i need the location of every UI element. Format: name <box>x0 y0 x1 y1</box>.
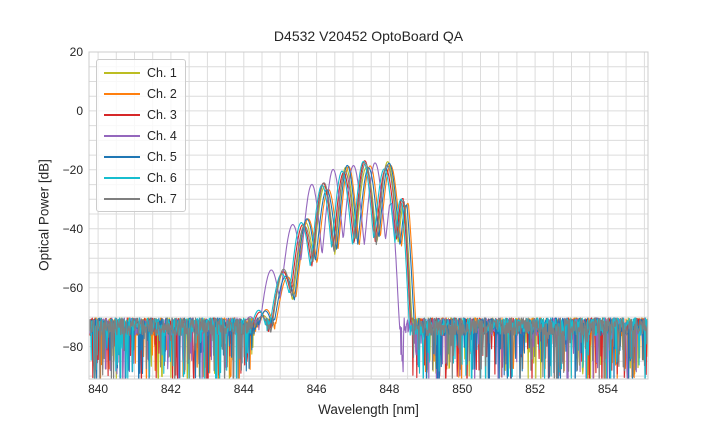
y-tick-label: 0 <box>76 104 83 118</box>
plot-border <box>88 51 649 380</box>
legend-line-swatch <box>104 71 140 74</box>
series-group <box>89 160 648 379</box>
legend-item-ch-4: Ch. 4 <box>97 125 185 146</box>
y-tick-label: −40 <box>63 222 84 236</box>
legend-item-label: Ch. 4 <box>147 128 177 143</box>
x-tick-label: 846 <box>307 382 327 396</box>
legend-line-swatch <box>104 113 140 116</box>
legend-line-swatch <box>104 155 140 158</box>
legend-item-label: Ch. 1 <box>147 65 177 80</box>
legend-item-ch-1: Ch. 1 <box>97 62 185 83</box>
legend-item-ch-3: Ch. 3 <box>97 104 185 125</box>
legend-item-ch-7: Ch. 7 <box>97 188 185 209</box>
x-tick-label: 848 <box>379 382 399 396</box>
series-line-ch-7 <box>89 162 648 379</box>
legend-line-swatch <box>104 197 140 200</box>
legend-item-label: Ch. 7 <box>147 191 177 206</box>
x-tick-label: 854 <box>598 382 618 396</box>
x-axis-label: Wavelength [nm] <box>318 402 419 417</box>
x-tick-label: 850 <box>452 382 472 396</box>
legend-item-label: Ch. 2 <box>147 86 177 101</box>
legend-item-label: Ch. 5 <box>147 149 177 164</box>
tick-labels: 840 842 844 846 848 850 852 854 20 0 −20 −40 −60 −80 <box>63 45 619 396</box>
legend-item-ch-2: Ch. 2 <box>97 83 185 104</box>
x-tick-label: 840 <box>88 382 108 396</box>
legend-item-ch-6: Ch. 6 <box>97 167 185 188</box>
legend-line-swatch <box>104 92 140 95</box>
y-tick-label: 20 <box>70 45 84 59</box>
chart-title: D4532 V20452 OptoBoard QA <box>273 28 464 44</box>
legend-item-ch-5: Ch. 5 <box>97 146 185 167</box>
y-tick-label: −80 <box>63 340 84 354</box>
x-tick-label: 844 <box>234 382 254 396</box>
x-tick-label: 842 <box>161 382 181 396</box>
y-tick-label: −20 <box>63 163 84 177</box>
legend-box: Ch. 1 Ch. 2 Ch. 3 Ch. 4 Ch. 5 Ch. 6 Ch. 7 <box>96 59 186 212</box>
legend-line-swatch <box>104 176 140 179</box>
legend-item-label: Ch. 6 <box>147 170 177 185</box>
legend-line-swatch <box>104 134 140 137</box>
y-axis-label: Optical Power [dB] <box>36 159 52 271</box>
x-tick-label: 852 <box>525 382 545 396</box>
legend-item-label: Ch. 3 <box>147 107 177 122</box>
y-tick-label: −60 <box>63 281 84 295</box>
